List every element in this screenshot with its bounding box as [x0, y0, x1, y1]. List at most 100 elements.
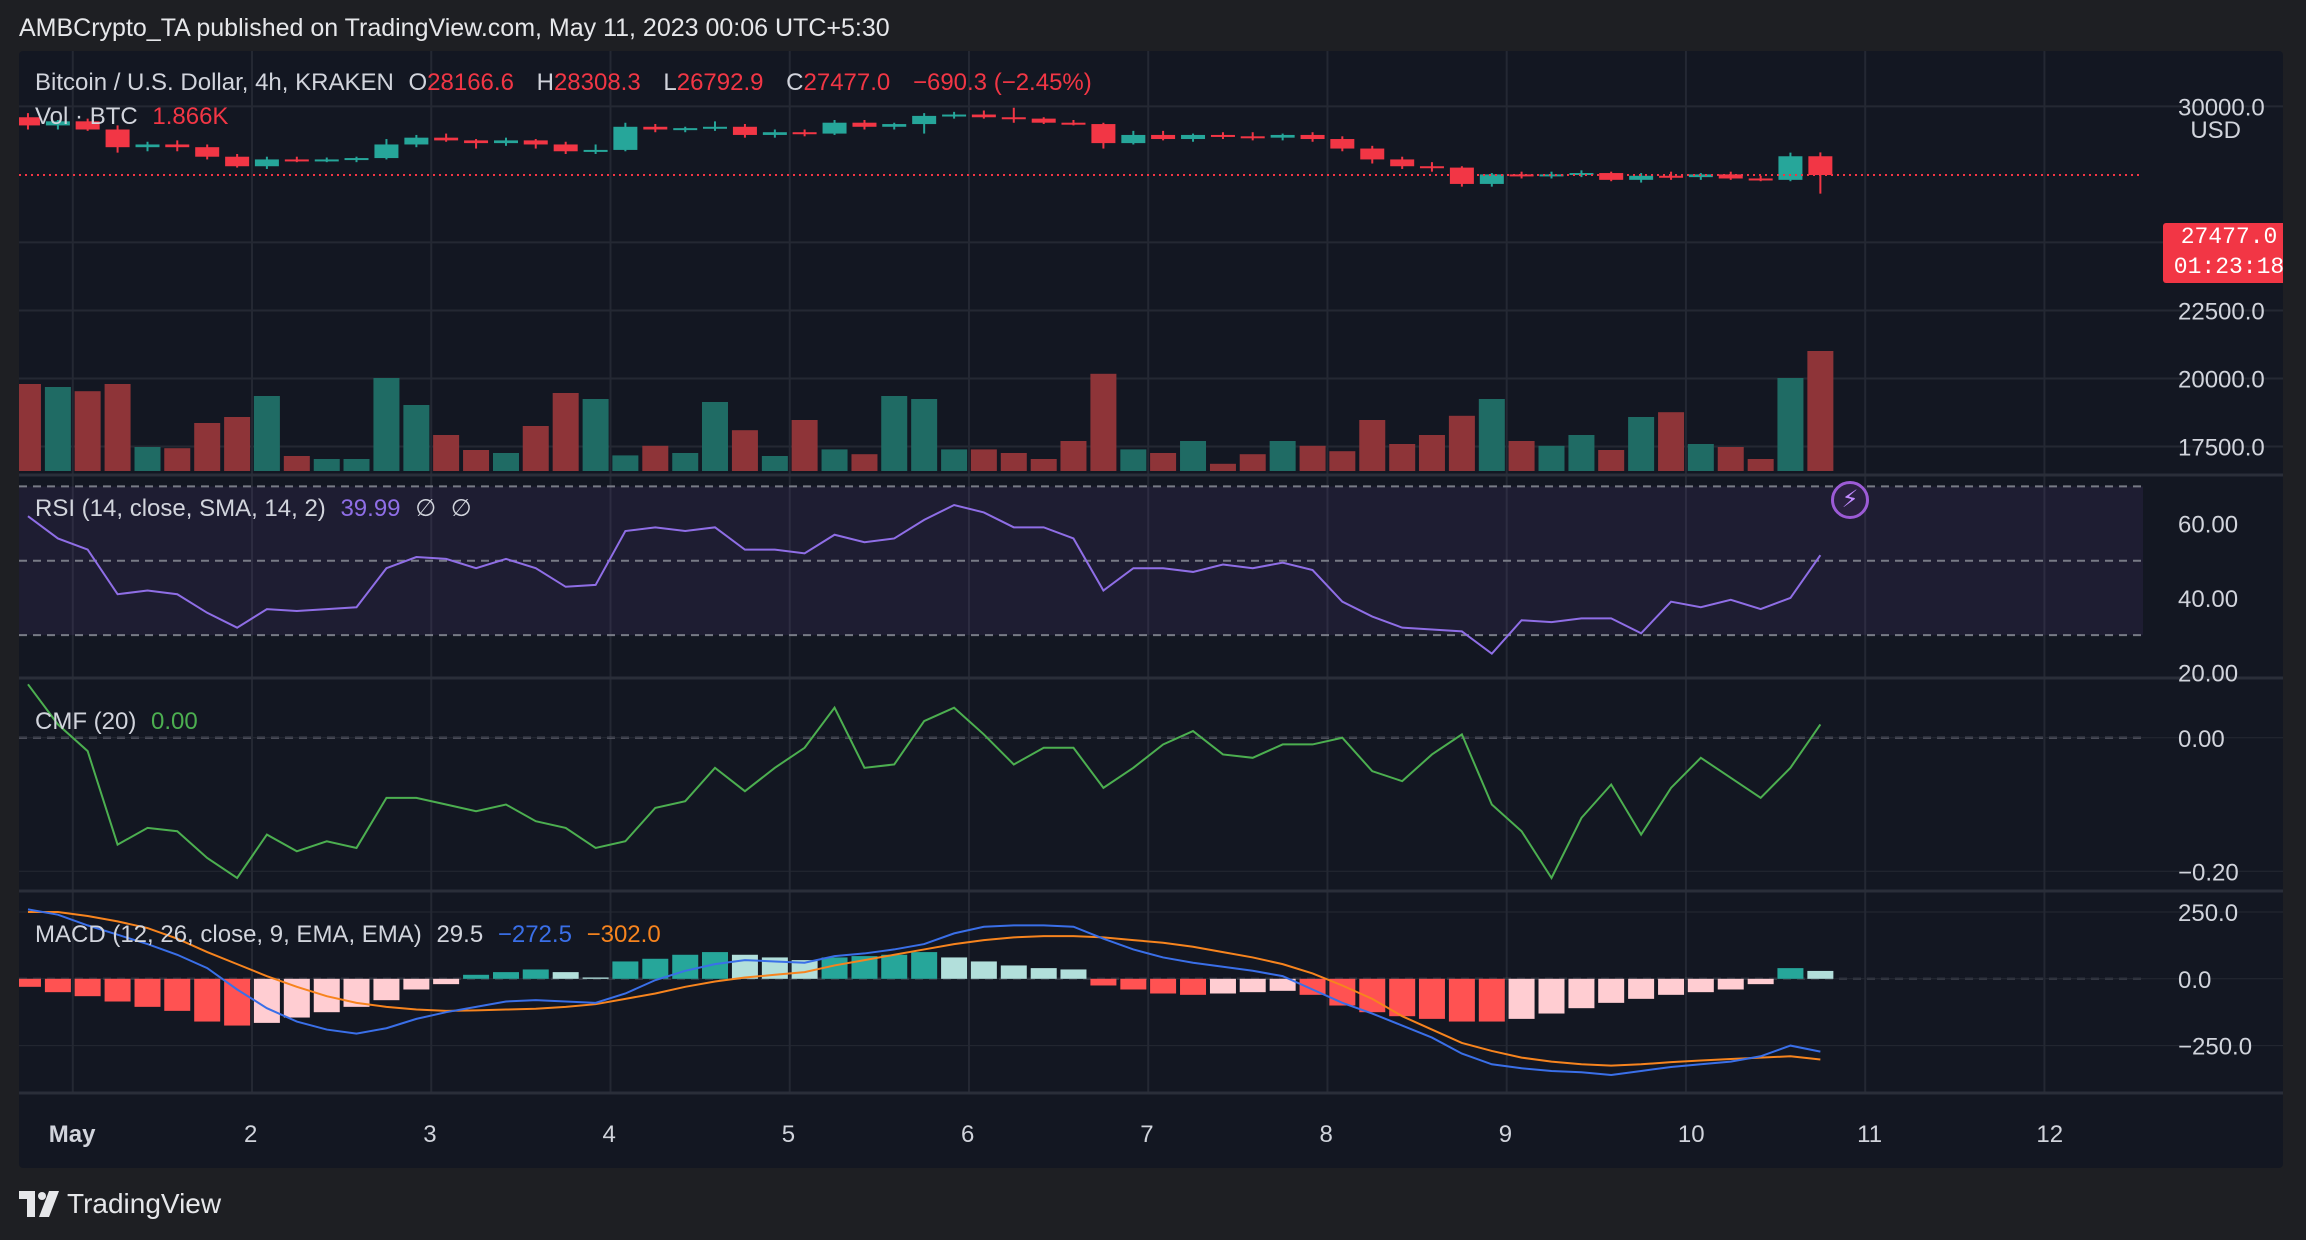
macd-hist-bar [1030, 968, 1057, 979]
candle-body [1599, 173, 1624, 180]
candle-body [553, 144, 578, 152]
candle-body [732, 126, 757, 135]
price-axis-tick: 20000.0 [2178, 366, 2265, 393]
candle-body [464, 140, 489, 144]
macd-hist-bar [1239, 978, 1266, 993]
candle-body [613, 126, 638, 150]
volume-label[interactable]: Vol · BTC [35, 103, 138, 130]
price-axis-tick: 22500.0 [2178, 298, 2265, 325]
volume-bar [970, 449, 997, 471]
volume-bar [672, 453, 699, 471]
symbol-label[interactable]: Bitcoin / U.S. Dollar, 4h, KRAKEN [35, 69, 394, 96]
macd-hist-bar [1747, 978, 1774, 985]
candle-body [523, 140, 548, 145]
rsi-value: 39.99 [340, 495, 401, 522]
time-axis-tick: 8 [1319, 1121, 1332, 1148]
ohlc-high: H28308.3 [536, 69, 641, 96]
volume-bar [1747, 459, 1774, 471]
tradingview-footer[interactable]: TradingView [19, 1188, 221, 1220]
cmf-legend: CMF (20) 0.00 [35, 708, 206, 736]
time-axis-tick: 12 [2036, 1121, 2063, 1148]
macd-hist-bar [612, 961, 639, 979]
macd-hist-bar [1687, 978, 1714, 993]
candle-body [1031, 118, 1056, 123]
candle-body [225, 156, 250, 167]
macd-line-value: −272.5 [497, 921, 572, 948]
ohlc-open: O28166.6 [408, 69, 514, 96]
volume-bar [1418, 435, 1445, 471]
macd-hist-bar [731, 954, 758, 979]
macd-hist-bar [1329, 978, 1356, 1006]
volume-bar [104, 384, 131, 471]
candle-body [673, 128, 698, 131]
chart-frame[interactable]: 30000.025000.022500.020000.017500.060.00… [19, 51, 2283, 1168]
macd-hist-bar [492, 972, 519, 979]
chart-canvas[interactable]: 30000.025000.022500.020000.017500.060.00… [19, 51, 2283, 1168]
lightning-icon[interactable]: ⚡ [1831, 481, 1869, 519]
volume-bar [1359, 420, 1386, 471]
rsi-extra-2: ∅ [450, 495, 472, 522]
macd-hist-bar [1418, 978, 1445, 1019]
macd-hist-bar [911, 952, 938, 979]
macd-hist-bar [1568, 978, 1595, 1009]
volume-bar [19, 384, 41, 471]
candle-body [1151, 134, 1176, 140]
time-axis-tick: 10 [1678, 1121, 1705, 1148]
macd-hist-bar [463, 974, 490, 979]
candle-body [1659, 175, 1684, 178]
volume-bar [1090, 373, 1117, 471]
volume-bar [134, 447, 161, 471]
candle-body [404, 137, 429, 145]
currency-label[interactable]: USD [2190, 117, 2241, 144]
volume-bar [492, 453, 519, 471]
candle-body [1509, 174, 1534, 177]
candle-body [493, 140, 518, 144]
macd-hist-bar [403, 978, 430, 990]
volume-bar [791, 420, 818, 471]
volume-bar [1658, 412, 1685, 471]
tradingview-logo-icon [19, 1191, 59, 1217]
volume-bar [1389, 444, 1416, 471]
macd-hist-bar [1269, 978, 1296, 991]
volume-legend: Vol · BTC 1.866K [35, 103, 236, 131]
candle-body [1390, 159, 1415, 167]
candle-body [702, 126, 727, 129]
cmf-line [27, 683, 1822, 881]
macd-hist-bar [881, 954, 908, 979]
candle-body [1181, 134, 1206, 140]
rsi-legend: RSI (14, close, SMA, 14, 2) 39.99 ∅ ∅ [35, 494, 480, 523]
macd-hist-bar [1448, 978, 1475, 1022]
volume-bar [1180, 441, 1207, 471]
volume-bar [313, 459, 340, 471]
rsi-label[interactable]: RSI (14, close, SMA, 14, 2) [35, 495, 326, 522]
volume-bar [1478, 399, 1505, 471]
volume-bar [44, 387, 71, 471]
volume-bar [1777, 378, 1804, 471]
macd-signal-line [27, 911, 1821, 1067]
rsi-axis-tick: 20.00 [2178, 660, 2238, 687]
volume-bar [1000, 453, 1027, 471]
macd-hist-bar [74, 978, 101, 997]
volume-value: 1.866K [152, 103, 229, 130]
rsi-extra-1: ∅ [415, 495, 437, 522]
volume-bar [881, 396, 908, 471]
candle-body [1360, 148, 1385, 160]
macd-hist-bar [373, 978, 400, 1001]
volume-bar [1299, 445, 1326, 471]
candle-body [45, 121, 70, 126]
candle-body [344, 158, 369, 161]
candle-body [434, 137, 459, 141]
volume-bar [1239, 454, 1266, 471]
cmf-label[interactable]: CMF (20) [35, 708, 137, 735]
macd-hist-bar [821, 957, 848, 979]
candle-body [135, 144, 160, 148]
rsi-line [27, 503, 1822, 656]
macd-axis-tick: 250.0 [2178, 900, 2238, 927]
macd-label[interactable]: MACD (12, 26, close, 9, EMA, EMA) [35, 921, 422, 948]
macd-hist-bar [19, 978, 41, 987]
candle-body [822, 122, 847, 134]
macd-hist-bar [1717, 978, 1744, 990]
price-change: −690.3 (−2.45%) [912, 69, 1092, 96]
time-axis-tick: 4 [602, 1121, 615, 1148]
volume-bar [761, 456, 788, 471]
